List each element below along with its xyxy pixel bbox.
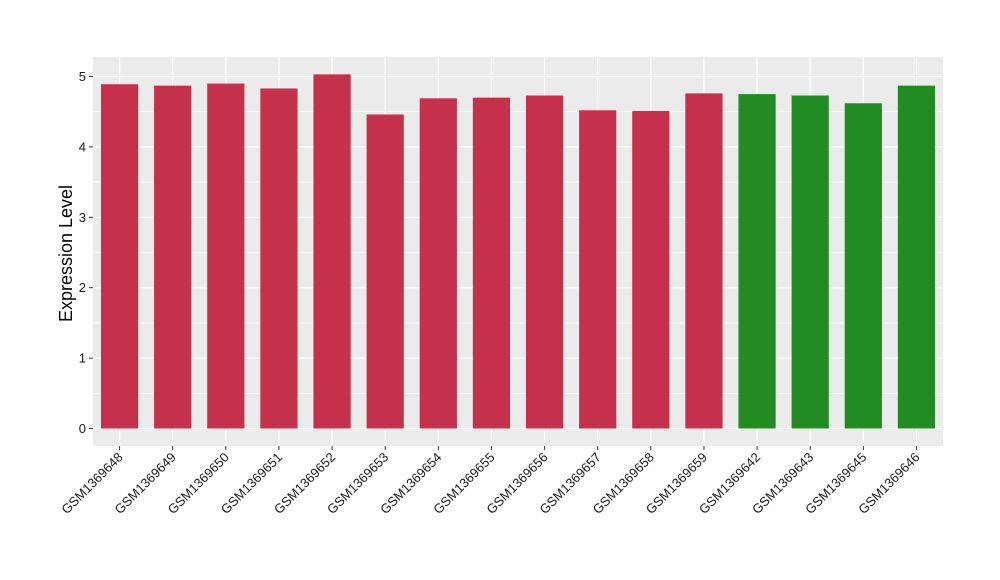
bar-GSM1369651 — [260, 88, 298, 429]
bar-GSM1369649 — [154, 85, 192, 429]
y-axis-title: Expression Level — [56, 185, 76, 322]
y-tick-label: 3 — [79, 210, 86, 225]
x-axis: GSM1369648GSM1369649GSM1369650GSM1369651… — [58, 446, 923, 517]
bar-GSM1369654 — [419, 98, 457, 429]
y-axis: 0 1 2 3 4 5 — [79, 69, 93, 436]
bar-GSM1369645 — [844, 103, 882, 429]
y-tick-label: 4 — [79, 139, 86, 154]
bar-GSM1369656 — [525, 95, 564, 429]
bar-GSM1369646 — [897, 85, 936, 429]
bar-GSM1369655 — [472, 97, 511, 429]
bar-GSM1369653 — [366, 114, 404, 429]
y-tick-label: 0 — [79, 421, 86, 436]
bar-GSM1369650 — [207, 83, 245, 429]
y-tick-label: 2 — [79, 280, 86, 295]
y-tick-label: 1 — [79, 351, 86, 366]
bar-GSM1369648 — [100, 84, 139, 429]
bars — [100, 74, 936, 429]
bar-GSM1369658 — [632, 110, 670, 429]
bar-GSM1369652 — [313, 74, 351, 429]
bar-GSM1369657 — [579, 110, 617, 429]
bar-GSM1369643 — [791, 95, 829, 429]
y-tick-label: 5 — [79, 69, 86, 84]
bar-GSM1369642 — [738, 94, 776, 429]
bar-GSM1369659 — [685, 93, 723, 429]
